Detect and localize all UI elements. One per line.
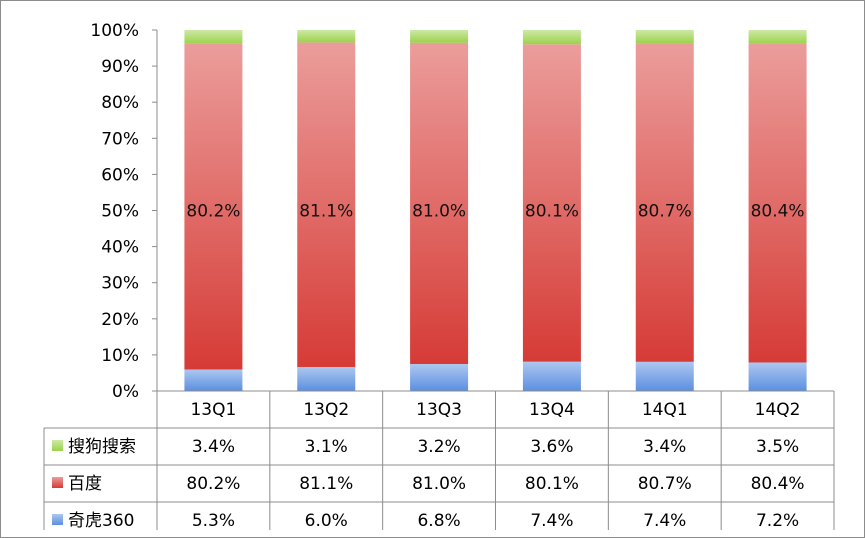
- bar-segment: [522, 44, 581, 362]
- bar-segment: [184, 43, 243, 370]
- table-cell: 3.1%: [305, 437, 348, 457]
- table-cell: 5.3%: [192, 511, 235, 531]
- table-cell: 6.8%: [417, 511, 460, 531]
- data-label: 81.1%: [299, 202, 353, 222]
- bar-segment: [748, 362, 807, 391]
- y-tick-label: 100%: [90, 21, 139, 41]
- y-tick-label: 90%: [101, 57, 139, 77]
- table-cell: 80.2%: [186, 474, 240, 494]
- bar-segment: [635, 43, 694, 362]
- table-header-cell: 13Q4: [529, 400, 575, 420]
- table-cell: 81.1%: [299, 474, 353, 494]
- table-cell: 7.2%: [756, 511, 799, 531]
- table-cell: 3.4%: [192, 437, 235, 457]
- table-header-cell: 14Q1: [642, 400, 688, 420]
- legend-swatch: [52, 440, 63, 451]
- table-cell: 3.4%: [643, 437, 686, 457]
- legend-swatch: [52, 477, 63, 488]
- y-tick-label: 10%: [101, 346, 139, 366]
- bar-segment: [410, 30, 469, 43]
- table-cell: 80.4%: [751, 474, 805, 494]
- table-cell: 3.2%: [417, 437, 460, 457]
- table-header-cell: 14Q2: [755, 400, 801, 420]
- bar-segment: [184, 30, 243, 44]
- bar-segment: [748, 43, 807, 363]
- bar-segment: [410, 364, 469, 391]
- legend-swatch: [52, 514, 63, 525]
- y-tick-label: 80%: [101, 93, 139, 113]
- y-tick-label: 60%: [101, 165, 139, 185]
- row-label: 奇虎360: [68, 511, 134, 531]
- bar-segment: [410, 42, 469, 365]
- bar-segment: [297, 42, 356, 367]
- table-cell: 80.7%: [638, 474, 692, 494]
- table-cell: 6.0%: [305, 511, 348, 531]
- y-tick-label: 70%: [101, 129, 139, 149]
- y-tick-label: 40%: [101, 238, 139, 258]
- table-cell: 81.0%: [412, 474, 466, 494]
- table-cell: 3.5%: [756, 437, 799, 457]
- data-label: 80.1%: [525, 202, 579, 222]
- table-header-cell: 13Q3: [416, 400, 462, 420]
- bar-segment: [184, 369, 243, 391]
- data-label: 80.2%: [186, 202, 240, 222]
- row-label: 搜狗搜索: [68, 437, 136, 457]
- table-cell: 7.4%: [530, 511, 573, 531]
- row-label: 百度: [68, 474, 102, 494]
- data-table: 13Q1 13Q2 13Q3 13Q4 14Q1 14Q2 搜狗搜索 3.4% 3.1% 3.2%…: [43, 390, 835, 531]
- plot-area: 0% 10% 20% 30% 40% 50% 60% 70% 80% 90% 100% 80.2% 81…: [90, 21, 807, 402]
- table-cell: 7.4%: [643, 511, 686, 531]
- table-header-cell: 13Q1: [190, 400, 236, 420]
- data-label: 81.0%: [412, 202, 466, 222]
- table-cell: 3.6%: [530, 437, 573, 457]
- y-tick-label: 0%: [112, 382, 139, 402]
- y-tick-label: 50%: [101, 202, 139, 222]
- y-tick-label: 30%: [101, 274, 139, 294]
- bar-segment: [635, 361, 694, 391]
- bar-segment: [522, 30, 581, 45]
- table-cell: 80.1%: [525, 474, 579, 494]
- bar-segment: [522, 361, 581, 391]
- data-label: 80.7%: [638, 202, 692, 222]
- bar-segment: [635, 30, 694, 44]
- data-label: 80.4%: [751, 202, 805, 222]
- y-tick-label: 20%: [101, 310, 139, 330]
- bar-segment: [297, 30, 356, 43]
- table-header-cell: 13Q2: [303, 400, 349, 420]
- bar-segment: [748, 30, 807, 44]
- bar-segment: [297, 366, 356, 391]
